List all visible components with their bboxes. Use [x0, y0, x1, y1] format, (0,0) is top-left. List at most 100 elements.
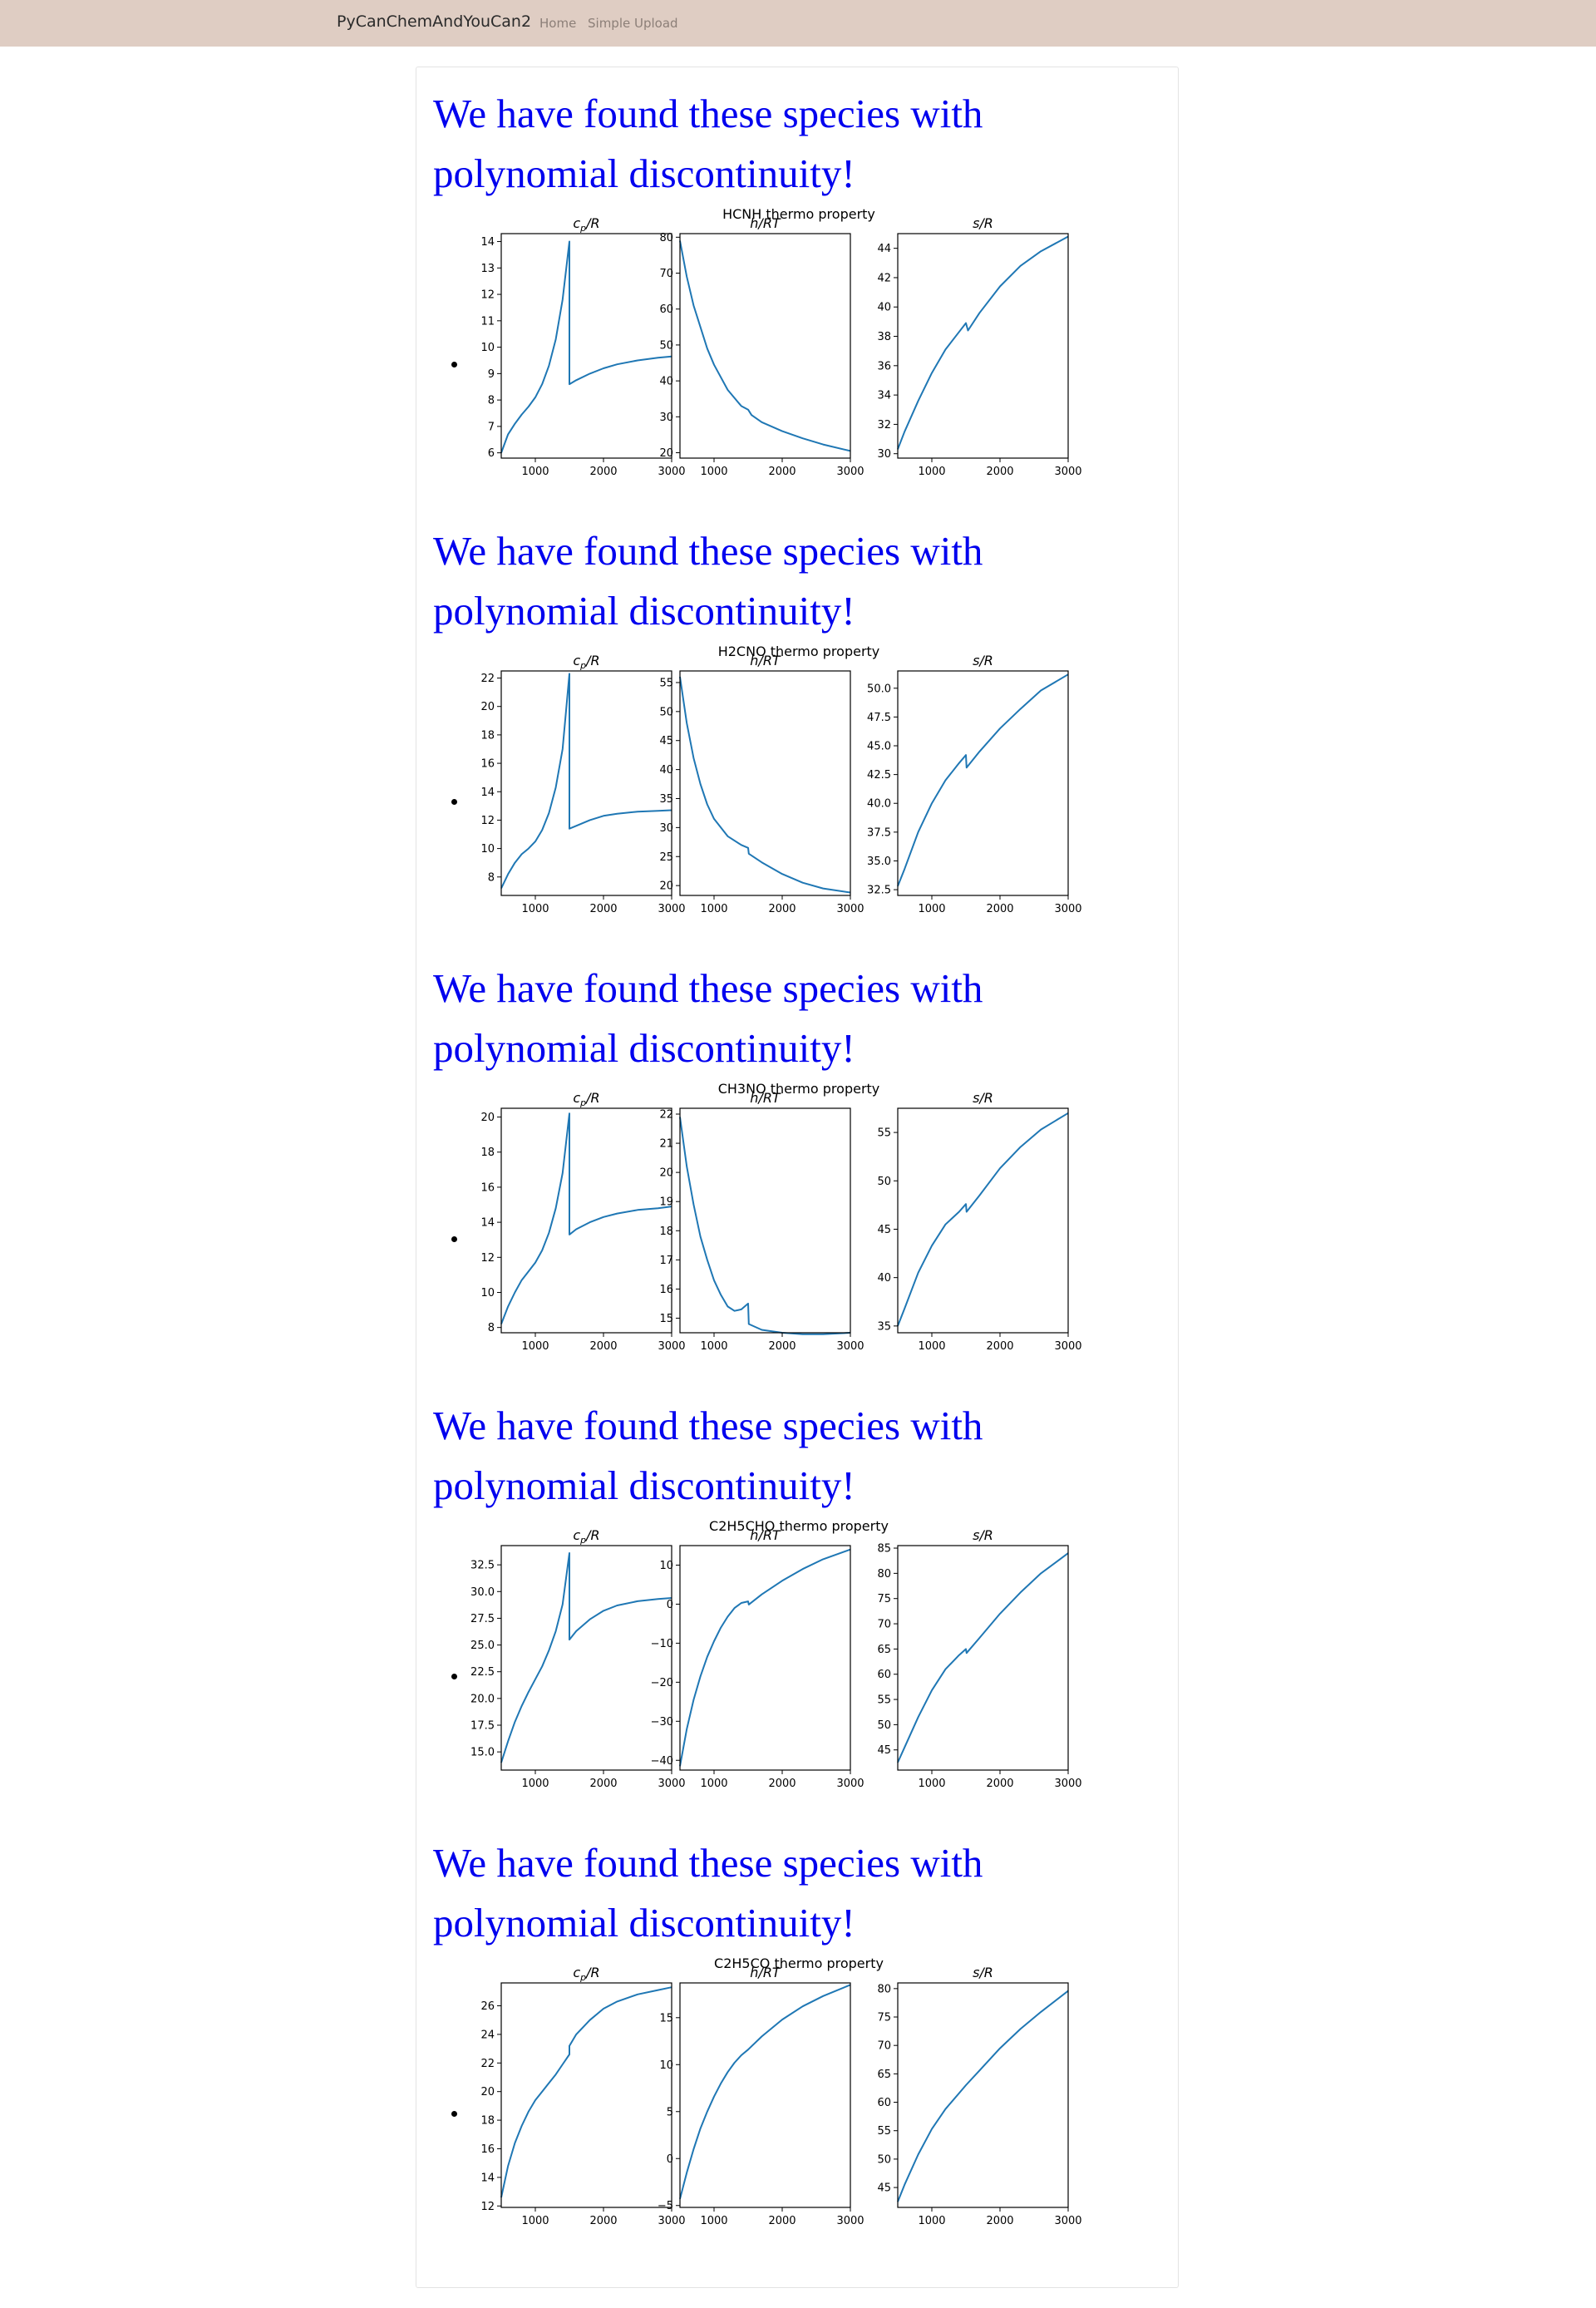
axes-frame [679, 670, 851, 896]
thermo-chart: C2H5CO thermo property cp/R 1000 2000 3000 12… [480, 1955, 1081, 2227]
section-heading: We have found these species with polynom… [433, 1403, 983, 1508]
axes-frame [500, 1982, 672, 2208]
series-line [897, 235, 1069, 450]
y-tick-label: 20 [480, 2086, 495, 2098]
thermo-figure: HCNH thermo property cp/R 1000 2000 3000 6 7 8 9… [433, 206, 1115, 500]
axes-frame [679, 1107, 851, 1334]
subplot-0: cp/R 1000 2000 3000 12 14 16 18 20 22 24 26 [480, 1965, 685, 2227]
y-tick-label: 18 [480, 729, 495, 742]
species-section: We have found these species with polynom… [433, 521, 1163, 959]
y-tick-label: 5 [667, 2106, 673, 2118]
x-tick-label: 1000 [700, 2215, 727, 2227]
y-tick-label: 8 [488, 1322, 495, 1334]
subplot-0: cp/R 1000 2000 3000 8 10 12 14 16 18 20 [480, 1090, 685, 1353]
x-tick-label: 3000 [836, 2215, 864, 2227]
subplot-title: cp/R [573, 1527, 599, 1546]
x-tick-label: 1000 [918, 466, 945, 478]
nav-link-home[interactable]: Home [539, 16, 577, 31]
y-tick-label: 30 [877, 448, 891, 461]
y-tick-label: 0 [667, 1599, 673, 1611]
x-tick-label: 2000 [589, 466, 617, 478]
y-tick-label: 32.5 [470, 1560, 495, 1572]
subplot-1: h/RT 1000 2000 3000 15 16 17 18 19 20 21 22 [659, 1090, 864, 1353]
y-tick-label: −40 [651, 1755, 673, 1768]
subplot-1: h/RT 1000 2000 3000 −5 0 5 10 15 [658, 1965, 864, 2227]
x-tick-label: 3000 [1054, 2215, 1081, 2227]
species-section: We have found these species with polynom… [433, 1833, 1163, 2271]
y-tick-label: 26 [480, 2000, 495, 2013]
subplot-title: h/RT [750, 1965, 781, 1980]
brand-link[interactable]: PyCanChemAndYouCan2 [337, 12, 532, 31]
y-tick-label: 60 [877, 2097, 891, 2109]
y-tick-label: 22 [480, 2058, 495, 2070]
x-tick-label: 1000 [521, 466, 549, 478]
x-tick-label: 1000 [521, 1340, 549, 1353]
series-line [679, 676, 851, 894]
x-tick-label: 1000 [918, 903, 945, 915]
series-line [500, 240, 672, 453]
x-tick-label: 1000 [918, 1778, 945, 1790]
thermo-chart: HCNH thermo property cp/R 1000 2000 3000 6 7 8 9… [480, 206, 1081, 478]
subplot-title: h/RT [750, 1090, 781, 1106]
x-tick-label: 3000 [1054, 1778, 1081, 1790]
y-tick-label: 19 [659, 1196, 673, 1209]
series-line [897, 1552, 1069, 1763]
y-tick-label: 44 [877, 243, 891, 255]
x-tick-label: 1000 [700, 1778, 727, 1790]
y-tick-label: 16 [480, 758, 495, 771]
subplot-2: s/R 1000 2000 3000 45 50 55 60 65 70 75 80 85 [877, 1527, 1081, 1790]
list-bullet [451, 1674, 457, 1679]
y-tick-label: 15 [659, 2012, 673, 2024]
section-heading: We have found these species with polynom… [433, 965, 983, 1071]
y-tick-label: 10 [659, 1560, 673, 1572]
x-tick-label: 3000 [1054, 1340, 1081, 1353]
x-tick-label: 3000 [658, 903, 685, 915]
series-line [679, 1548, 851, 1767]
y-tick-label: 40 [659, 376, 673, 388]
list-bullet [451, 362, 457, 367]
subplot-2: s/R 1000 2000 3000 45 50 55 60 65 70 75 80 [877, 1965, 1081, 2227]
nav-link-simple-upload[interactable]: Simple Upload [588, 16, 678, 31]
y-tick-label: 34 [877, 390, 891, 402]
y-tick-label: 22 [659, 1109, 673, 1122]
y-tick-label: 15 [659, 1313, 673, 1325]
subplot-1: h/RT 1000 2000 3000 20 25 30 35 40 45 50 55 [659, 653, 864, 915]
y-tick-label: 75 [877, 1593, 891, 1605]
y-tick-label: 18 [480, 2115, 495, 2128]
y-tick-label: 32 [877, 419, 891, 432]
x-tick-label: 3000 [658, 1340, 685, 1353]
y-tick-label: 20 [659, 447, 673, 460]
y-tick-label: 65 [877, 2069, 891, 2081]
y-tick-label: 17.5 [470, 1720, 495, 1733]
subplot-2: s/R 1000 2000 3000 35 40 45 50 55 [877, 1090, 1081, 1353]
x-tick-label: 1000 [700, 1340, 727, 1353]
y-tick-label: 80 [877, 1983, 891, 1995]
axes-frame [679, 1982, 851, 2208]
results-card: We have found these species with polynom… [416, 67, 1179, 2288]
y-tick-label: 20.0 [470, 1693, 495, 1705]
y-tick-label: 60 [877, 1669, 891, 1681]
chart-title: HCNH thermo property [722, 206, 875, 222]
x-tick-label: 2000 [986, 1778, 1013, 1790]
species-section: We have found these species with polynom… [433, 84, 1163, 521]
y-tick-label: 55 [877, 1127, 891, 1140]
thermo-chart: H2CNO thermo property cp/R 1000 2000 3000 8 10… [480, 644, 1082, 915]
series-line [897, 673, 1069, 887]
y-tick-label: 20 [480, 701, 495, 713]
y-tick-label: 25 [659, 851, 673, 864]
subplot-title: s/R [973, 1090, 993, 1106]
y-tick-label: 27.5 [470, 1613, 495, 1625]
y-tick-label: 18 [480, 1147, 495, 1159]
x-tick-label: 3000 [836, 466, 864, 478]
y-tick-label: 55 [659, 677, 673, 689]
y-tick-label: 42.5 [867, 769, 891, 782]
y-tick-label: 20 [659, 880, 673, 893]
chart-title: C2H5CO thermo property [714, 1955, 884, 1971]
axes-frame [500, 1107, 672, 1334]
y-tick-label: 20 [480, 1112, 495, 1124]
y-tick-label: 42 [877, 272, 891, 284]
species-section: We have found these species with polynom… [433, 1396, 1163, 1833]
series-line [500, 1552, 672, 1763]
subplot-2: s/R 1000 2000 3000 32.5 35.0 37.5 40.0 42.5 45.0 4… [867, 653, 1082, 915]
axes-frame [500, 670, 672, 896]
